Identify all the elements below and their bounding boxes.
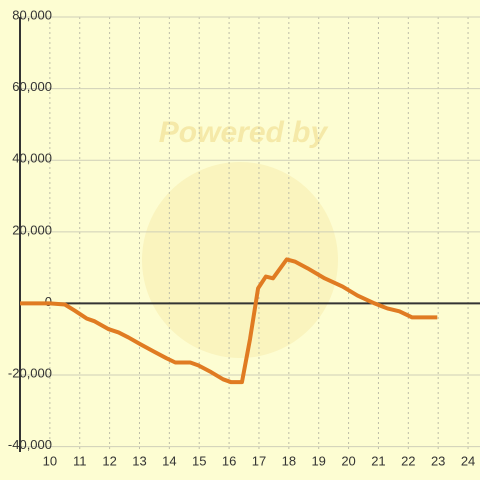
x-tick-label: 12 <box>102 453 116 468</box>
y-tick-label: 60,000 <box>12 79 52 94</box>
x-tick-label: 23 <box>431 453 445 468</box>
y-tick-label: 0 <box>45 294 52 309</box>
y-tick-label: 20,000 <box>12 222 52 237</box>
data-line <box>20 257 438 385</box>
x-tick-label: 16 <box>222 453 236 468</box>
y-tick-label: -20,000 <box>8 365 52 380</box>
x-tick-label: 20 <box>341 453 355 468</box>
watermark: Powered by <box>159 116 329 149</box>
x-tick-label: 14 <box>162 453 176 468</box>
x-tick-label: 11 <box>73 453 87 468</box>
y-tick-label: 40,000 <box>12 151 52 166</box>
x-tick-label: 24 <box>461 453 475 468</box>
x-tick-label: 22 <box>401 453 415 468</box>
y-tick-label: 80,000 <box>12 7 52 22</box>
x-tick-label: 21 <box>371 453 385 468</box>
x-tick-label: 15 <box>192 453 206 468</box>
y-tick-label: -40,000 <box>8 437 52 452</box>
watermark-logo <box>142 162 338 358</box>
x-tick-label: 18 <box>282 453 296 468</box>
x-tick-label: 19 <box>311 453 325 468</box>
x-tick-label: 17 <box>252 453 266 468</box>
x-tick-label: 13 <box>132 453 146 468</box>
x-tick-label: 10 <box>43 453 57 468</box>
